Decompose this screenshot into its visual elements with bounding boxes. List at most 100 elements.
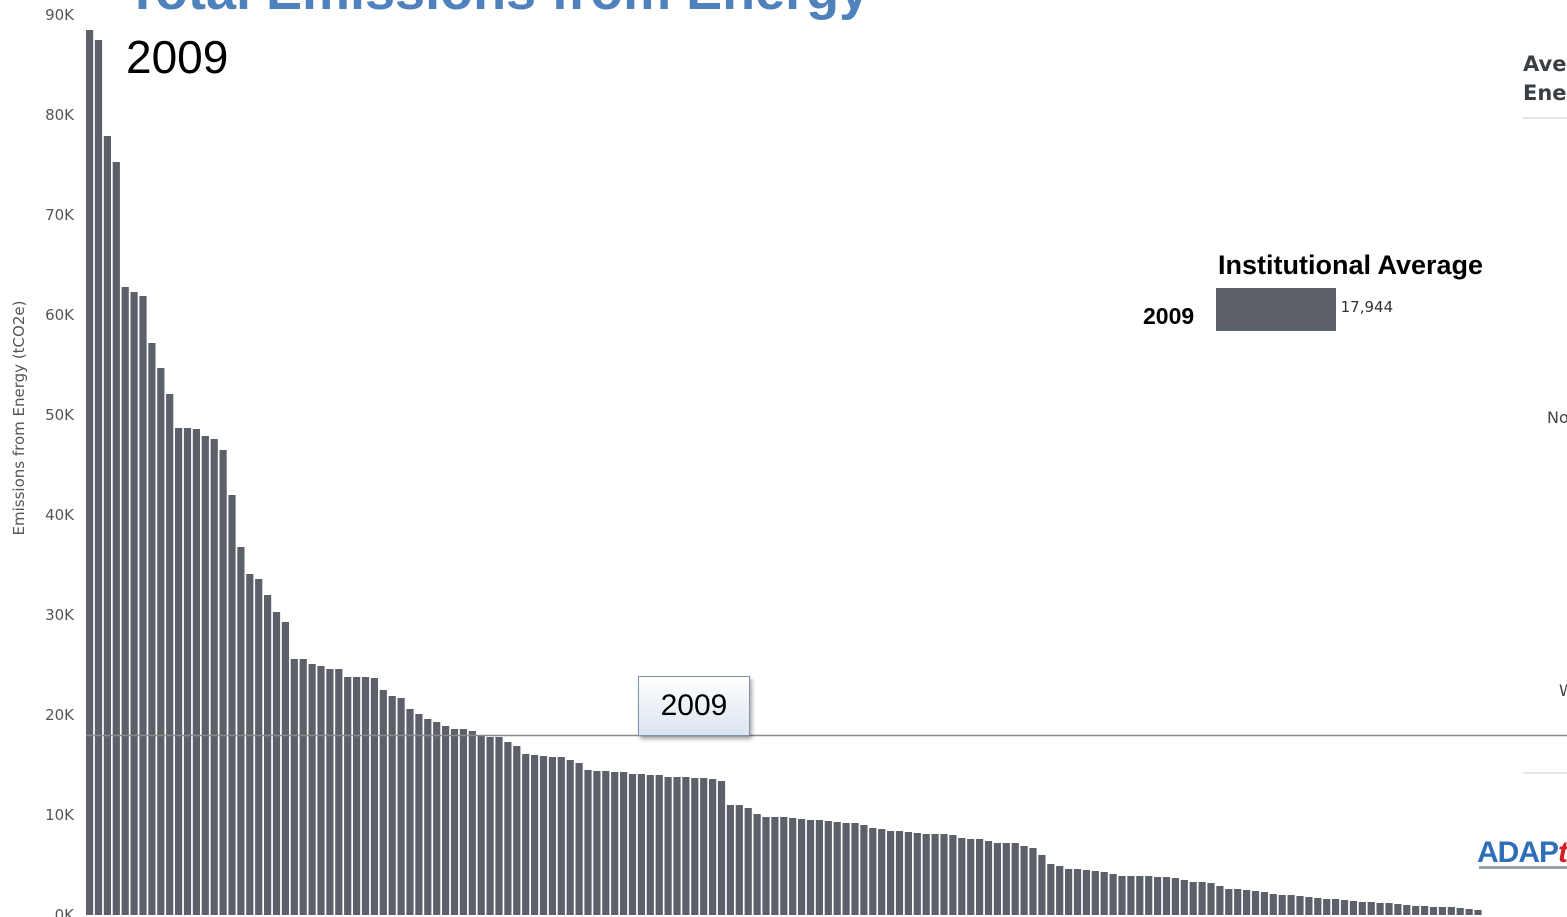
- bar: [655, 775, 663, 915]
- bar: [513, 746, 521, 915]
- bar: [192, 429, 200, 915]
- bar: [1340, 900, 1349, 915]
- chart-subtitle: 2009: [126, 31, 229, 83]
- logo-main-text: ADAP: [1477, 836, 1559, 869]
- bar: [326, 669, 334, 915]
- bar: [335, 669, 343, 915]
- bar: [1189, 882, 1197, 915]
- bar: [1403, 905, 1411, 915]
- bar: [281, 622, 289, 915]
- bar: [228, 495, 236, 915]
- adapt-logo: ADAPt: [1477, 836, 1567, 870]
- bar: [700, 778, 708, 915]
- bar: [833, 822, 841, 915]
- logo-accent-text: t: [1558, 836, 1567, 869]
- bar: [1474, 910, 1482, 915]
- bar: [976, 839, 984, 915]
- side-panel-text-no: No: [1547, 408, 1567, 427]
- bar: [958, 838, 966, 915]
- institutional-average-value: 17,944: [1340, 298, 1394, 316]
- bar: [1447, 907, 1455, 915]
- bar: [397, 698, 405, 915]
- chart-title: Total Emissions from Energy: [126, 0, 869, 22]
- bar: [1180, 880, 1188, 915]
- bar: [1385, 903, 1393, 915]
- bar: [1162, 877, 1171, 915]
- bar: [548, 757, 556, 915]
- bar: [299, 659, 307, 915]
- bar: [1358, 902, 1366, 915]
- bar: [522, 754, 530, 915]
- reference-line-callout: 2009: [638, 675, 750, 736]
- institutional-average-title: Institutional Average: [1218, 250, 1484, 280]
- bar: [157, 368, 165, 915]
- bar: [949, 835, 957, 915]
- bar: [1421, 906, 1429, 915]
- side-panel-heading-line1: Ave: [1523, 52, 1567, 76]
- bar: [130, 292, 138, 915]
- bar: [1047, 864, 1055, 915]
- bar: [593, 771, 601, 915]
- bar: [744, 808, 752, 915]
- bar: [780, 817, 788, 915]
- bar: [272, 612, 281, 915]
- bar: [246, 574, 254, 915]
- bars-group: [86, 30, 1482, 915]
- bar: [878, 829, 886, 915]
- bar: [1198, 882, 1206, 915]
- bar: [1323, 899, 1331, 915]
- bar: [1376, 903, 1384, 915]
- bar: [486, 737, 494, 915]
- bar: [1251, 891, 1260, 915]
- bar: [433, 722, 441, 915]
- y-tick-label: 20K: [45, 706, 75, 724]
- bar: [1429, 907, 1438, 915]
- bar: [139, 296, 147, 915]
- bar: [824, 821, 832, 915]
- institutional-average-year: 2009: [1143, 303, 1195, 329]
- bar: [637, 774, 645, 915]
- bar: [1269, 894, 1277, 915]
- bar: [424, 719, 432, 915]
- bar: [931, 834, 939, 915]
- y-axis: 0K 10K 20K 30K 40K 50K 60K 70K 80K 90K: [45, 6, 75, 917]
- bar: [86, 30, 94, 915]
- bar: [735, 805, 743, 915]
- bar: [682, 777, 690, 915]
- y-tick-label: 10K: [45, 806, 75, 824]
- bar: [1029, 848, 1037, 915]
- y-tick-label: 80K: [45, 106, 75, 124]
- bar: [717, 781, 726, 915]
- bar: [1207, 883, 1215, 915]
- bar: [1412, 906, 1420, 915]
- bar: [388, 696, 396, 915]
- bar: [1127, 876, 1135, 915]
- bar: [1136, 876, 1144, 915]
- bar: [851, 823, 859, 915]
- bar: [504, 742, 512, 915]
- bar: [566, 760, 574, 915]
- bar: [317, 666, 325, 915]
- bar: [984, 841, 993, 915]
- bar: [762, 817, 770, 915]
- bar: [842, 823, 850, 915]
- bar: [1118, 876, 1126, 915]
- bar: [691, 778, 699, 915]
- bar: [459, 729, 467, 915]
- bar: [815, 820, 823, 915]
- bar: [1020, 846, 1028, 915]
- bar: [1234, 889, 1242, 915]
- bar: [1154, 877, 1162, 915]
- bar: [895, 831, 904, 915]
- bar: [121, 287, 129, 915]
- bar: [993, 843, 1001, 915]
- bar: [904, 832, 912, 915]
- bar: [531, 755, 539, 915]
- bar: [201, 436, 209, 915]
- bar: [450, 729, 459, 915]
- bar: [1073, 869, 1082, 915]
- bar: [379, 690, 387, 915]
- bar: [673, 777, 681, 915]
- bar: [415, 714, 423, 915]
